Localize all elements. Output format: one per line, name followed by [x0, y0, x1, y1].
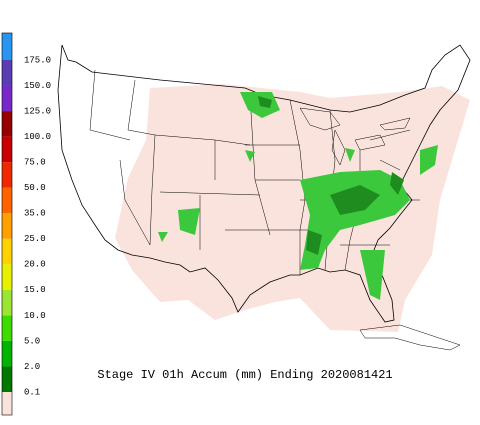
legend: 0.1 2.0 5.0 10.0 15.0 20.0 25.0 35.0 50.0 75.0 100… — [1, 32, 51, 416]
legend-swatch — [2, 264, 12, 290]
legend-label: 5.0 — [24, 336, 40, 346]
precipitation-areas — [158, 92, 438, 300]
legend-label: 20.0 — [24, 260, 46, 270]
legend-label: 0.1 — [24, 387, 40, 397]
legend-label: 15.0 — [24, 285, 46, 295]
legend-swatch — [2, 162, 12, 188]
legend-swatch — [2, 60, 12, 86]
legend-label: 150.0 — [24, 81, 51, 91]
legend-swatch — [2, 85, 12, 112]
legend-label: 2.0 — [24, 362, 40, 372]
legend-swatch — [2, 33, 12, 60]
map — [57, 44, 471, 351]
legend-swatch — [2, 315, 12, 341]
legend-label: 25.0 — [24, 234, 46, 244]
precip-area — [158, 208, 385, 300]
legend-swatch — [2, 111, 12, 137]
legend-swatch — [2, 289, 12, 316]
legend-label: 10.0 — [24, 311, 46, 321]
legend-swatch — [2, 187, 12, 214]
cuba-outline — [359, 324, 461, 351]
legend-label: 35.0 — [24, 209, 46, 219]
legend-swatch — [2, 213, 12, 239]
legend-swatch — [2, 366, 12, 392]
legend-swatch — [2, 340, 12, 367]
coastline-border — [57, 44, 471, 323]
precip-area — [258, 96, 272, 108]
legend-label: 175.0 — [24, 55, 51, 65]
legend-label: 100.0 — [24, 132, 51, 142]
caption: Stage IV 01h Accum (mm) Ending 202008142… — [97, 368, 392, 382]
precip-area — [300, 170, 410, 270]
legend-swatch — [2, 136, 12, 163]
great-lakes — [299, 107, 411, 166]
legend-swatch — [2, 238, 12, 265]
legend-label: 75.0 — [24, 158, 46, 168]
legend-label: 125.0 — [24, 106, 51, 116]
legend-frame — [1, 32, 13, 416]
legend-swatch — [2, 392, 12, 415]
precip-area — [306, 172, 404, 255]
legend-label: 50.0 — [24, 183, 46, 193]
